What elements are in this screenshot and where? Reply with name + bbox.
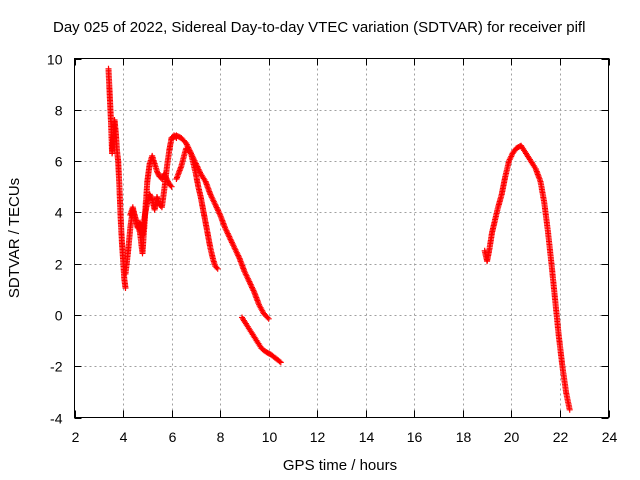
data-point [265, 315, 272, 322]
y-tick-label: -4 [50, 411, 63, 427]
data-point [167, 182, 174, 189]
y-tick-label: 4 [55, 205, 63, 221]
x-tick-label: 4 [120, 429, 128, 445]
y-axis-label: SDTVAR / TECUs [6, 178, 23, 298]
x-axis-label: GPS time / hours [283, 457, 397, 474]
chart-title: Day 025 of 2022, Sidereal Day-to-day VTE… [53, 19, 585, 36]
x-tick-label: 20 [504, 429, 520, 445]
y-tick-label: 2 [55, 257, 63, 273]
data-point [214, 265, 221, 272]
data-point [276, 358, 283, 365]
x-tick-label: 22 [553, 429, 569, 445]
x-tick-label: 24 [602, 429, 618, 445]
data-point [277, 359, 284, 366]
x-tick-label: 6 [169, 429, 177, 445]
y-tick-label: 10 [47, 52, 63, 68]
plot-frame [74, 58, 609, 418]
y-tick-label: 6 [55, 154, 63, 170]
grid-lines [74, 58, 609, 418]
data-point [122, 285, 129, 291]
y-tick-label: 8 [55, 103, 63, 119]
x-tick-label: 12 [310, 429, 326, 445]
axis-ticks [74, 58, 610, 419]
data-points [105, 65, 573, 413]
data-point [168, 183, 175, 190]
x-tick-label: 2 [72, 429, 80, 445]
x-tick-label: 10 [262, 429, 278, 445]
x-tick-label: 18 [456, 429, 472, 445]
y-tick-label: -2 [50, 359, 63, 375]
x-tick-label: 16 [407, 429, 423, 445]
data-point [264, 314, 271, 321]
data-point [566, 406, 573, 413]
y-tick-label: 0 [55, 308, 63, 324]
x-tick-label: 8 [217, 429, 225, 445]
x-tick-label: 14 [359, 429, 375, 445]
data-point [213, 264, 220, 271]
